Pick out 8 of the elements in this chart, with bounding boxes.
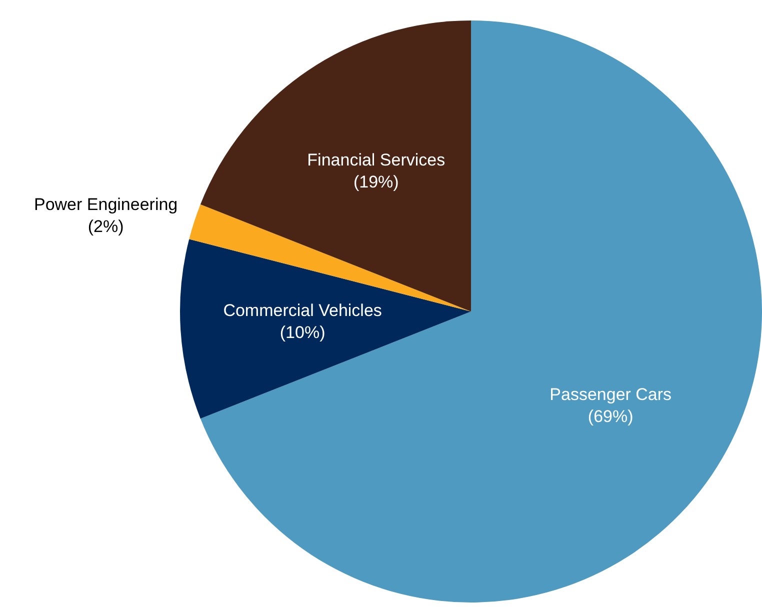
data-label: (69%) [588,407,634,426]
slice-label: Financial Services [307,150,446,170]
slice-label: Passenger Cars [550,385,672,404]
data-label: (10%) [280,322,326,342]
slice-label: Power Engineering [34,194,178,214]
data-label: (2%) [88,216,124,236]
data-label: (19%) [353,172,399,192]
slice-label: Commercial Vehicles [223,300,382,320]
